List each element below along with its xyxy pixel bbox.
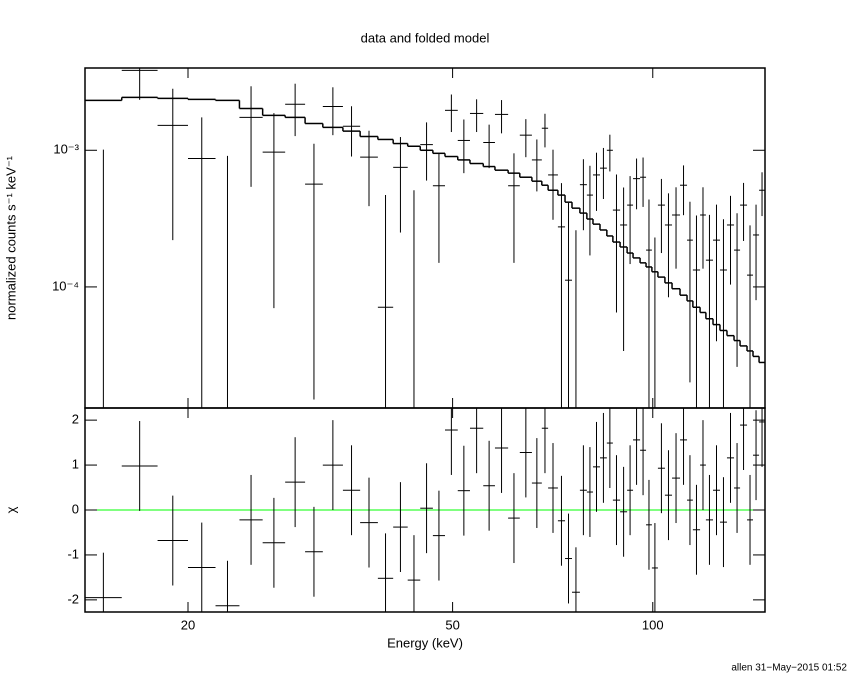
plot-frame (84, 67, 766, 409)
x-axis-label: Energy (keV) (387, 635, 463, 650)
x-tick-label: 20 (181, 617, 195, 632)
x-tick-label: 50 (445, 617, 459, 632)
axes: 10⁻³ 10⁻⁴ 20 50 100 -2 -1 0 1 2 (52, 67, 766, 632)
y-tick-label: -2 (67, 591, 79, 606)
y-tick-label: 10⁻⁴ (52, 278, 79, 293)
chart-title: data and folded model (361, 30, 490, 45)
bottom-plot (85, 408, 765, 612)
y-tick-label: 1 (72, 457, 79, 472)
x-tick-label: 100 (642, 617, 664, 632)
footer: allen 31−May−2015 01:52 (731, 663, 847, 674)
y-axis-label: χ (3, 506, 18, 513)
y-tick-label: 2 (72, 412, 79, 427)
y-tick-label: -1 (67, 546, 79, 561)
y-tick-label: 10⁻³ (53, 142, 79, 157)
y-axis-label: normalized counts s⁻¹ keV⁻¹ (3, 155, 18, 320)
top-plot (85, 68, 765, 408)
y-tick-label: 0 (72, 501, 79, 516)
model-step-connector (121, 97, 760, 363)
